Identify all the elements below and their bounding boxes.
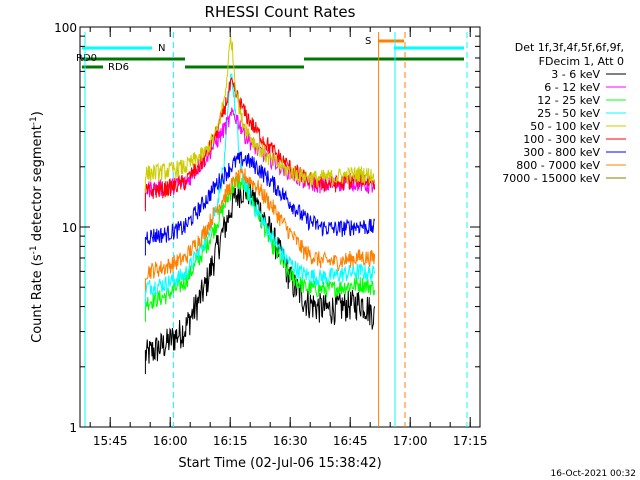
x-tick-label: 16:45: [333, 434, 368, 448]
legend-entry-label: 25 - 50 keV: [537, 107, 600, 120]
y-axis-ticks: 1 10 100: [54, 21, 480, 435]
legend-entry-label: 7000 - 15000 keV: [502, 172, 600, 185]
series-line: [144, 151, 376, 256]
axes-box: [79, 26, 481, 428]
legend-entry-label: 3 - 6 keV: [551, 68, 600, 81]
y-axis-label-sup: -1: [29, 116, 39, 125]
x-tick-label: 15:45: [93, 434, 128, 448]
series-line: [144, 73, 376, 307]
x-axis-ticks: 15:45 16:00 16:15 16:30 16:45 17:00 17:15: [89, 27, 488, 448]
count-rate-series: [144, 35, 376, 374]
y-axis-label-part: ): [30, 111, 45, 116]
legend-entry-label: 800 - 7000 keV: [516, 159, 600, 172]
saa-label: S: [365, 36, 371, 47]
legend-entry-label: 6 - 12 keV: [544, 81, 600, 94]
legend-entry-label: 50 - 100 keV: [530, 120, 600, 133]
y-axis-label: Count Rate (s-1 detector segment-1): [29, 111, 45, 343]
legend-entry-label: 100 - 300 keV: [523, 133, 600, 146]
y-axis-label-part: Count Rate (s: [30, 254, 45, 343]
night-label: N: [158, 43, 165, 54]
legend-header-line: Det 1f,3f,4f,5f,6f,9f,: [515, 41, 624, 54]
instrument-status-bars: RD0 RD6 N S: [76, 36, 464, 73]
footer-timestamp: 16-Oct-2021 00:32: [551, 469, 636, 479]
x-tick-label: 17:15: [453, 434, 488, 448]
y-axis-label-sup: -1: [29, 245, 39, 254]
legend-entry-label: 300 - 800 keV: [523, 146, 600, 159]
chart-title: RHESSI Count Rates: [205, 3, 356, 21]
y-axis-label-part: detector segment: [30, 125, 45, 245]
y-tick-label: 1: [69, 421, 77, 435]
legend-header-line: FDecim 1, Att 0: [539, 55, 624, 68]
attenuator-label-rd6: RD6: [108, 62, 129, 73]
series-line: [144, 168, 376, 291]
attenuator-label-rd0: RD0: [76, 53, 97, 64]
x-tick-label: 16:00: [153, 434, 188, 448]
status-vertical-lines: [84, 32, 468, 427]
y-tick-label: 10: [62, 221, 77, 235]
x-tick-label: 17:00: [393, 434, 428, 448]
legend-entry-label: 12 - 25 keV: [537, 94, 600, 107]
svg-text:Count Rate (s-1 detector segme: Count Rate (s-1 detector segment-1): [29, 111, 45, 343]
y-tick-label: 100: [54, 21, 77, 35]
legend: Det 1f,3f,4f,5f,6f,9f, FDecim 1, Att 0 3…: [502, 41, 626, 185]
series-line: [144, 35, 376, 193]
x-tick-label: 16:30: [273, 434, 308, 448]
plot-frame: [79, 26, 481, 428]
series-line: [144, 76, 376, 212]
x-axis-label: Start Time (02-Jul-06 15:38:42): [178, 456, 381, 471]
x-tick-label: 16:15: [213, 434, 248, 448]
